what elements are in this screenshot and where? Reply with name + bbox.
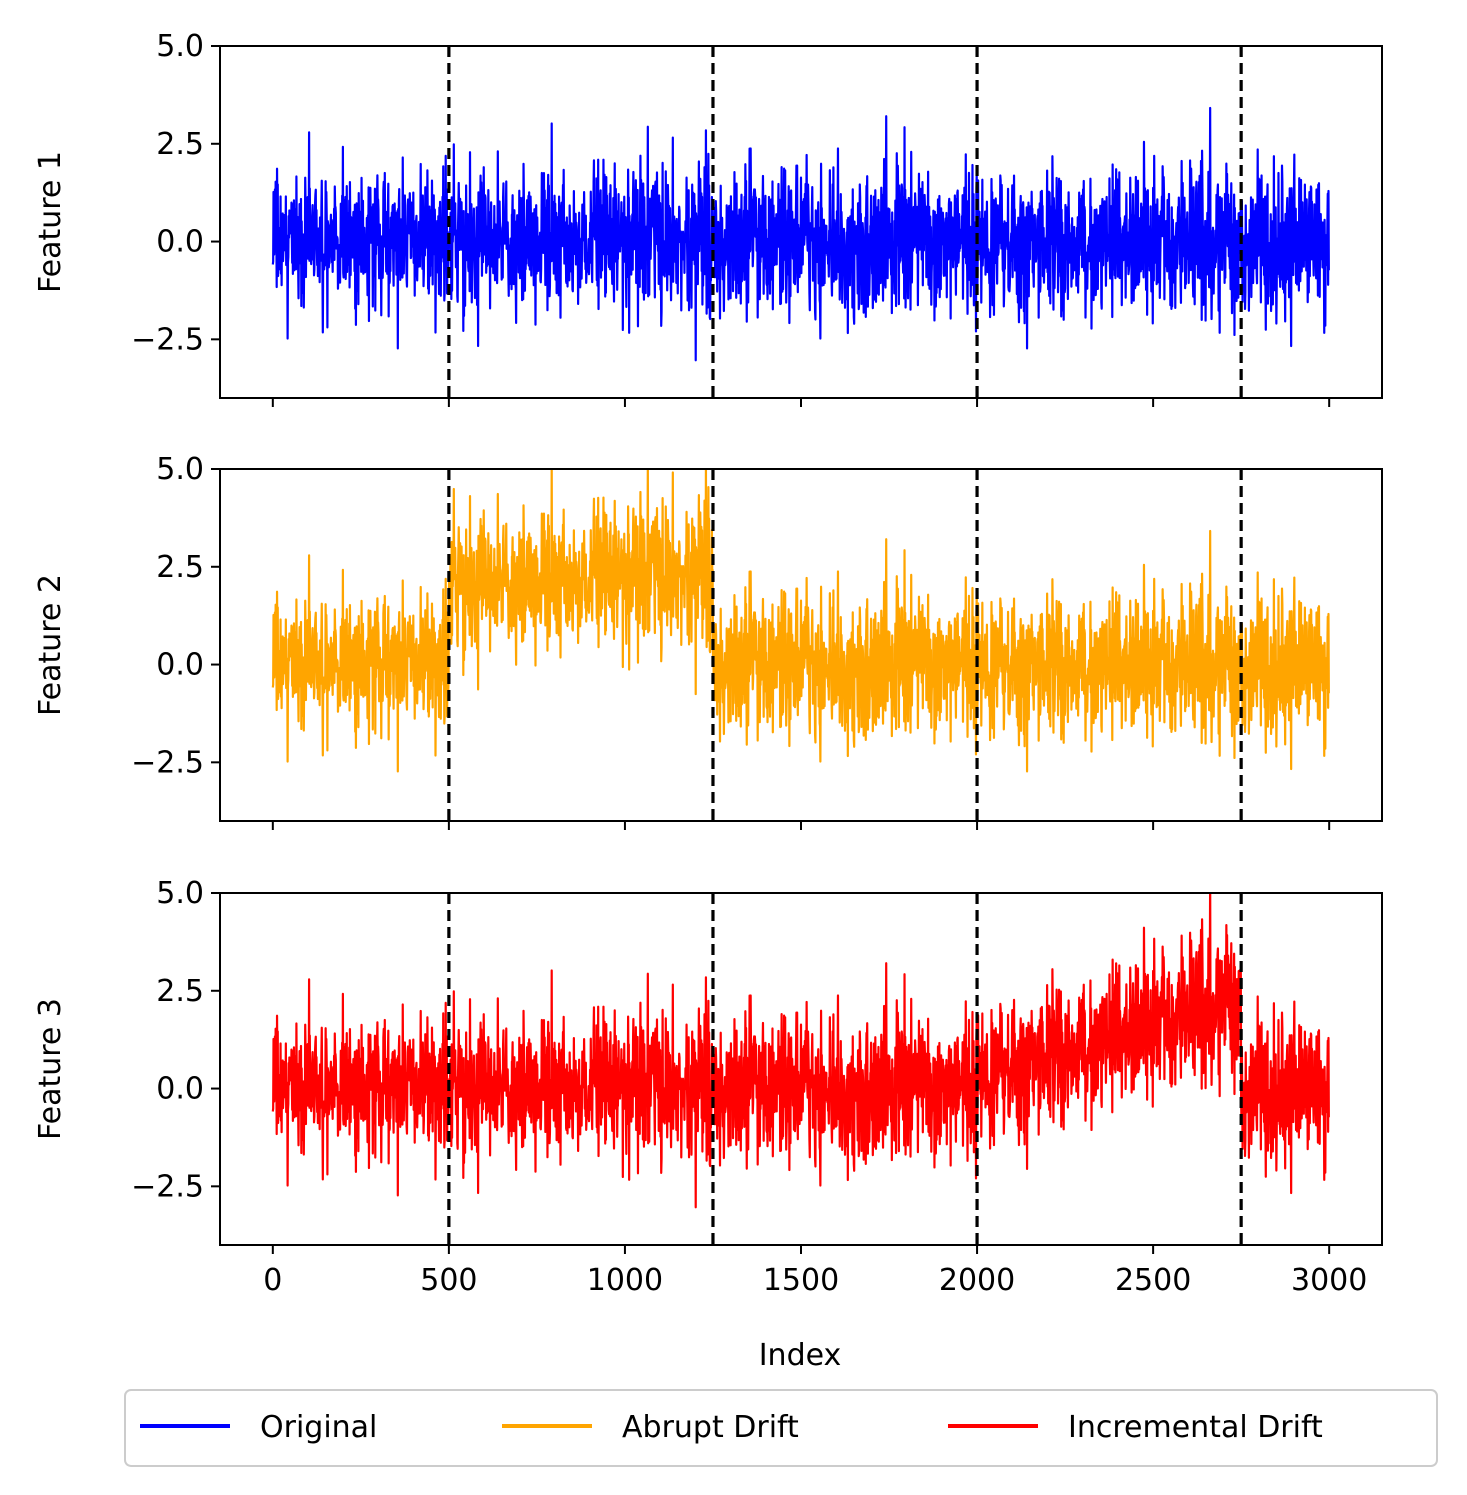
x-tick-label: 0 [263,1263,282,1298]
y-tick-label: 0.0 [156,648,204,683]
x-tick-label: 1000 [587,1263,663,1298]
y-tick-label: 2.5 [156,974,204,1009]
y-tick-label: −2.5 [131,745,204,780]
y-tick-label: 5.0 [156,876,204,911]
series-line-incremental-drift [271,893,1330,1209]
legend: Original Abrupt Drift Incremental Drift [124,1389,1438,1467]
y-tick-label: 0.0 [156,1072,204,1107]
x-tick-label: 2500 [1115,1263,1191,1298]
y-tick-label: 0.0 [156,225,204,260]
x-tick-label: 3000 [1291,1263,1367,1298]
legend-label-original: Original [260,1410,377,1445]
subplot-feature-1: −2.5 0.0 2.5 5.0 [131,29,1383,407]
x-tick-label: 1500 [763,1263,839,1298]
y-tick-label: −2.5 [131,322,204,357]
y-axis-label-feature-2: Feature 2 [33,574,68,716]
x-tick-label: 500 [420,1263,477,1298]
series-line-original [271,106,1330,362]
y-axis-label-feature-1: Feature 1 [33,151,68,293]
y-axis-label-feature-3: Feature 3 [33,998,68,1140]
y-tick-label: 2.5 [156,550,204,585]
legend-label-abrupt-drift: Abrupt Drift [622,1410,799,1445]
y-tick-label: −2.5 [131,1169,204,1204]
subplot-feature-2: −2.5 0.0 2.5 5.0 [131,452,1383,830]
legend-frame [124,1389,1438,1467]
x-tick-label: 2000 [939,1263,1015,1298]
legend-label-incremental-drift: Incremental Drift [1068,1410,1323,1445]
y-tick-label: 2.5 [156,127,204,162]
y-tick-label: 5.0 [156,29,204,64]
y-tick-label: 5.0 [156,452,204,487]
x-axis-label: Index [759,1338,842,1373]
subplot-feature-3: −2.5 0.0 2.5 5.0 0 500 1000 1500 2000 2500 3000 [131,876,1383,1298]
